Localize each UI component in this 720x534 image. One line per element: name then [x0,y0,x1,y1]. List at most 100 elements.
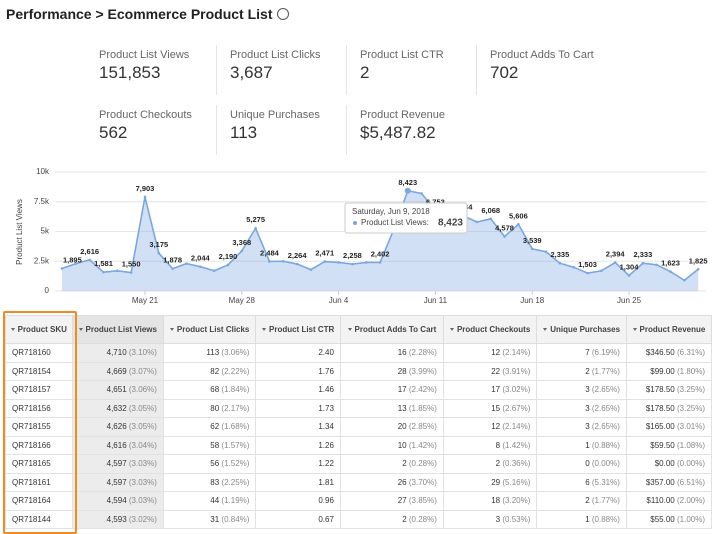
metric-label: Product Adds To Cart [490,49,594,61]
cell-value: $59.50 [650,440,675,450]
column-header[interactable]: Product List CTR [255,315,341,344]
cell-share: (5.31%) [591,477,620,487]
cell-value: 27 [397,496,407,506]
value-label: 5,606 [509,211,528,220]
metric-label: Unique Purchases [230,109,320,121]
data-point [613,261,617,264]
table-cell: 0.96 [255,491,341,511]
x-tick-label: Jun 18 [520,296,545,305]
value-label: 1,503 [578,260,597,269]
value-label: 8,423 [398,178,417,187]
sort-icon[interactable] [347,328,352,331]
table-cell: QR718157 [5,380,73,400]
metric-card: Product Revenue $5,487.82 [346,105,476,155]
value-label: 1,550 [122,260,141,269]
table-cell: 2.40 [255,343,341,363]
value-label: 2,264 [288,251,308,260]
metric-card: Unique Purchases 113 [216,105,346,155]
column-header[interactable]: Product Revenue [625,315,713,344]
table-cell: 0 (0.00%) [536,454,627,474]
cell-value: 31 [210,514,220,524]
metric-value: 151,853 [99,63,161,82]
data-point [364,261,368,264]
data-point [404,187,411,194]
cell-share: (3.03%) [128,496,157,506]
value-label: 6,068 [481,206,500,215]
table-cell: 1.34 [255,417,341,437]
column-header[interactable]: Product List Views [71,315,164,344]
data-point [337,261,340,264]
header-row: Product SKU Product List Views Product Lis… [5,315,713,344]
y-tick-label: 10k [36,167,50,176]
cell-share: (3.06%) [128,385,157,395]
table-cell: 113 (3.06%) [162,343,257,363]
y-axis-title: Product List Views [15,199,24,265]
value-label: 2,471 [315,249,334,258]
table-cell: 56 (1.52%) [162,454,257,474]
cell-value: 62 [210,422,220,432]
table-cell: 1.26 [255,435,341,455]
table-cell: 2 (0.28%) [339,509,444,529]
column-header[interactable]: Product Adds To Cart [339,315,444,344]
y-tick-label: 7.5k [34,197,50,206]
metric-card: Product List Clicks 3,687 [216,45,346,95]
cell-value: 29 [491,477,501,487]
cell-value: 80 [210,403,220,413]
sort-icon[interactable] [449,328,454,331]
table-cell: 1.46 [255,380,341,400]
sort-icon[interactable] [78,328,83,331]
page-title: Performance > Ecommerce Product List [6,6,289,22]
cell-share: (2.22%) [221,366,250,376]
info-icon[interactable] [276,8,289,20]
column-header[interactable]: Unique Purchases [536,315,627,344]
cell-share: (0.88%) [591,440,620,450]
sort-icon[interactable] [262,328,266,331]
table-cell: 13 (1.85%) [339,398,444,418]
sort-icon[interactable] [169,328,174,331]
cell-value: 4,593 [106,514,127,524]
cell-share: (2.00%) [676,496,705,506]
x-tick-label: May 28 [229,296,256,305]
table-cell: 4,594 (3.03%) [71,491,164,511]
cell-value: 1 [585,514,590,524]
column-header[interactable]: Product SKU [5,315,73,344]
cell-share: (0.28%) [408,459,437,469]
value-label: 2,616 [80,247,99,256]
cell-value: 113 [206,348,220,358]
cell-share: (2.28%) [408,348,437,358]
table-cell: 68 (1.84%) [162,380,257,400]
tooltip-title: Saturday, Jun 9, 2018 [352,207,430,216]
cell-value: 1.34 [318,422,334,432]
tooltip-value: 8,423 [438,218,463,229]
data-point [129,271,133,274]
cell-value: 1.73 [318,403,334,413]
data-point [503,235,506,238]
table-cell: 17 (3.02%) [442,380,538,400]
table-cell: 83 (2.25%) [162,472,257,492]
sort-icon[interactable] [10,328,15,331]
table-cell: 31 (0.84%) [162,509,257,529]
cell-value: 68 [210,385,220,395]
column-header[interactable]: Product Checkouts [442,315,538,344]
table-cell: 4,593 (3.02%) [71,509,164,529]
cell-value: 7 [585,348,590,358]
cell-value: 4,669 [106,366,127,376]
data-point [544,250,548,254]
table-cell: 7 (6.19%) [536,343,627,363]
table-row: QR718164 4,594 (3.03%) 44 (1.19%) 0.96 27 (3… [5,491,713,511]
table-cell: $178.50 (3.25%) [625,380,713,400]
table-row: QR718155 4,626 (3.05%) 62 (1.68%) 1.34 20 (2… [5,417,713,437]
sort-icon[interactable] [543,328,548,331]
table-cell: 4,632 (3.05%) [71,398,164,418]
cell-share: (1.08%) [676,440,705,450]
cell-share: (3.07%) [128,366,157,376]
cell-share: (3.04%) [128,440,157,450]
table-cell: 62 (1.68%) [162,417,257,437]
value-label: 2,335 [550,250,569,259]
cell-share: (3.03%) [128,477,157,487]
column-header[interactable]: Product List Clicks [162,315,257,344]
data-point [683,278,686,282]
cell-share: (2.17%) [221,403,250,413]
sort-icon[interactable] [632,328,637,331]
